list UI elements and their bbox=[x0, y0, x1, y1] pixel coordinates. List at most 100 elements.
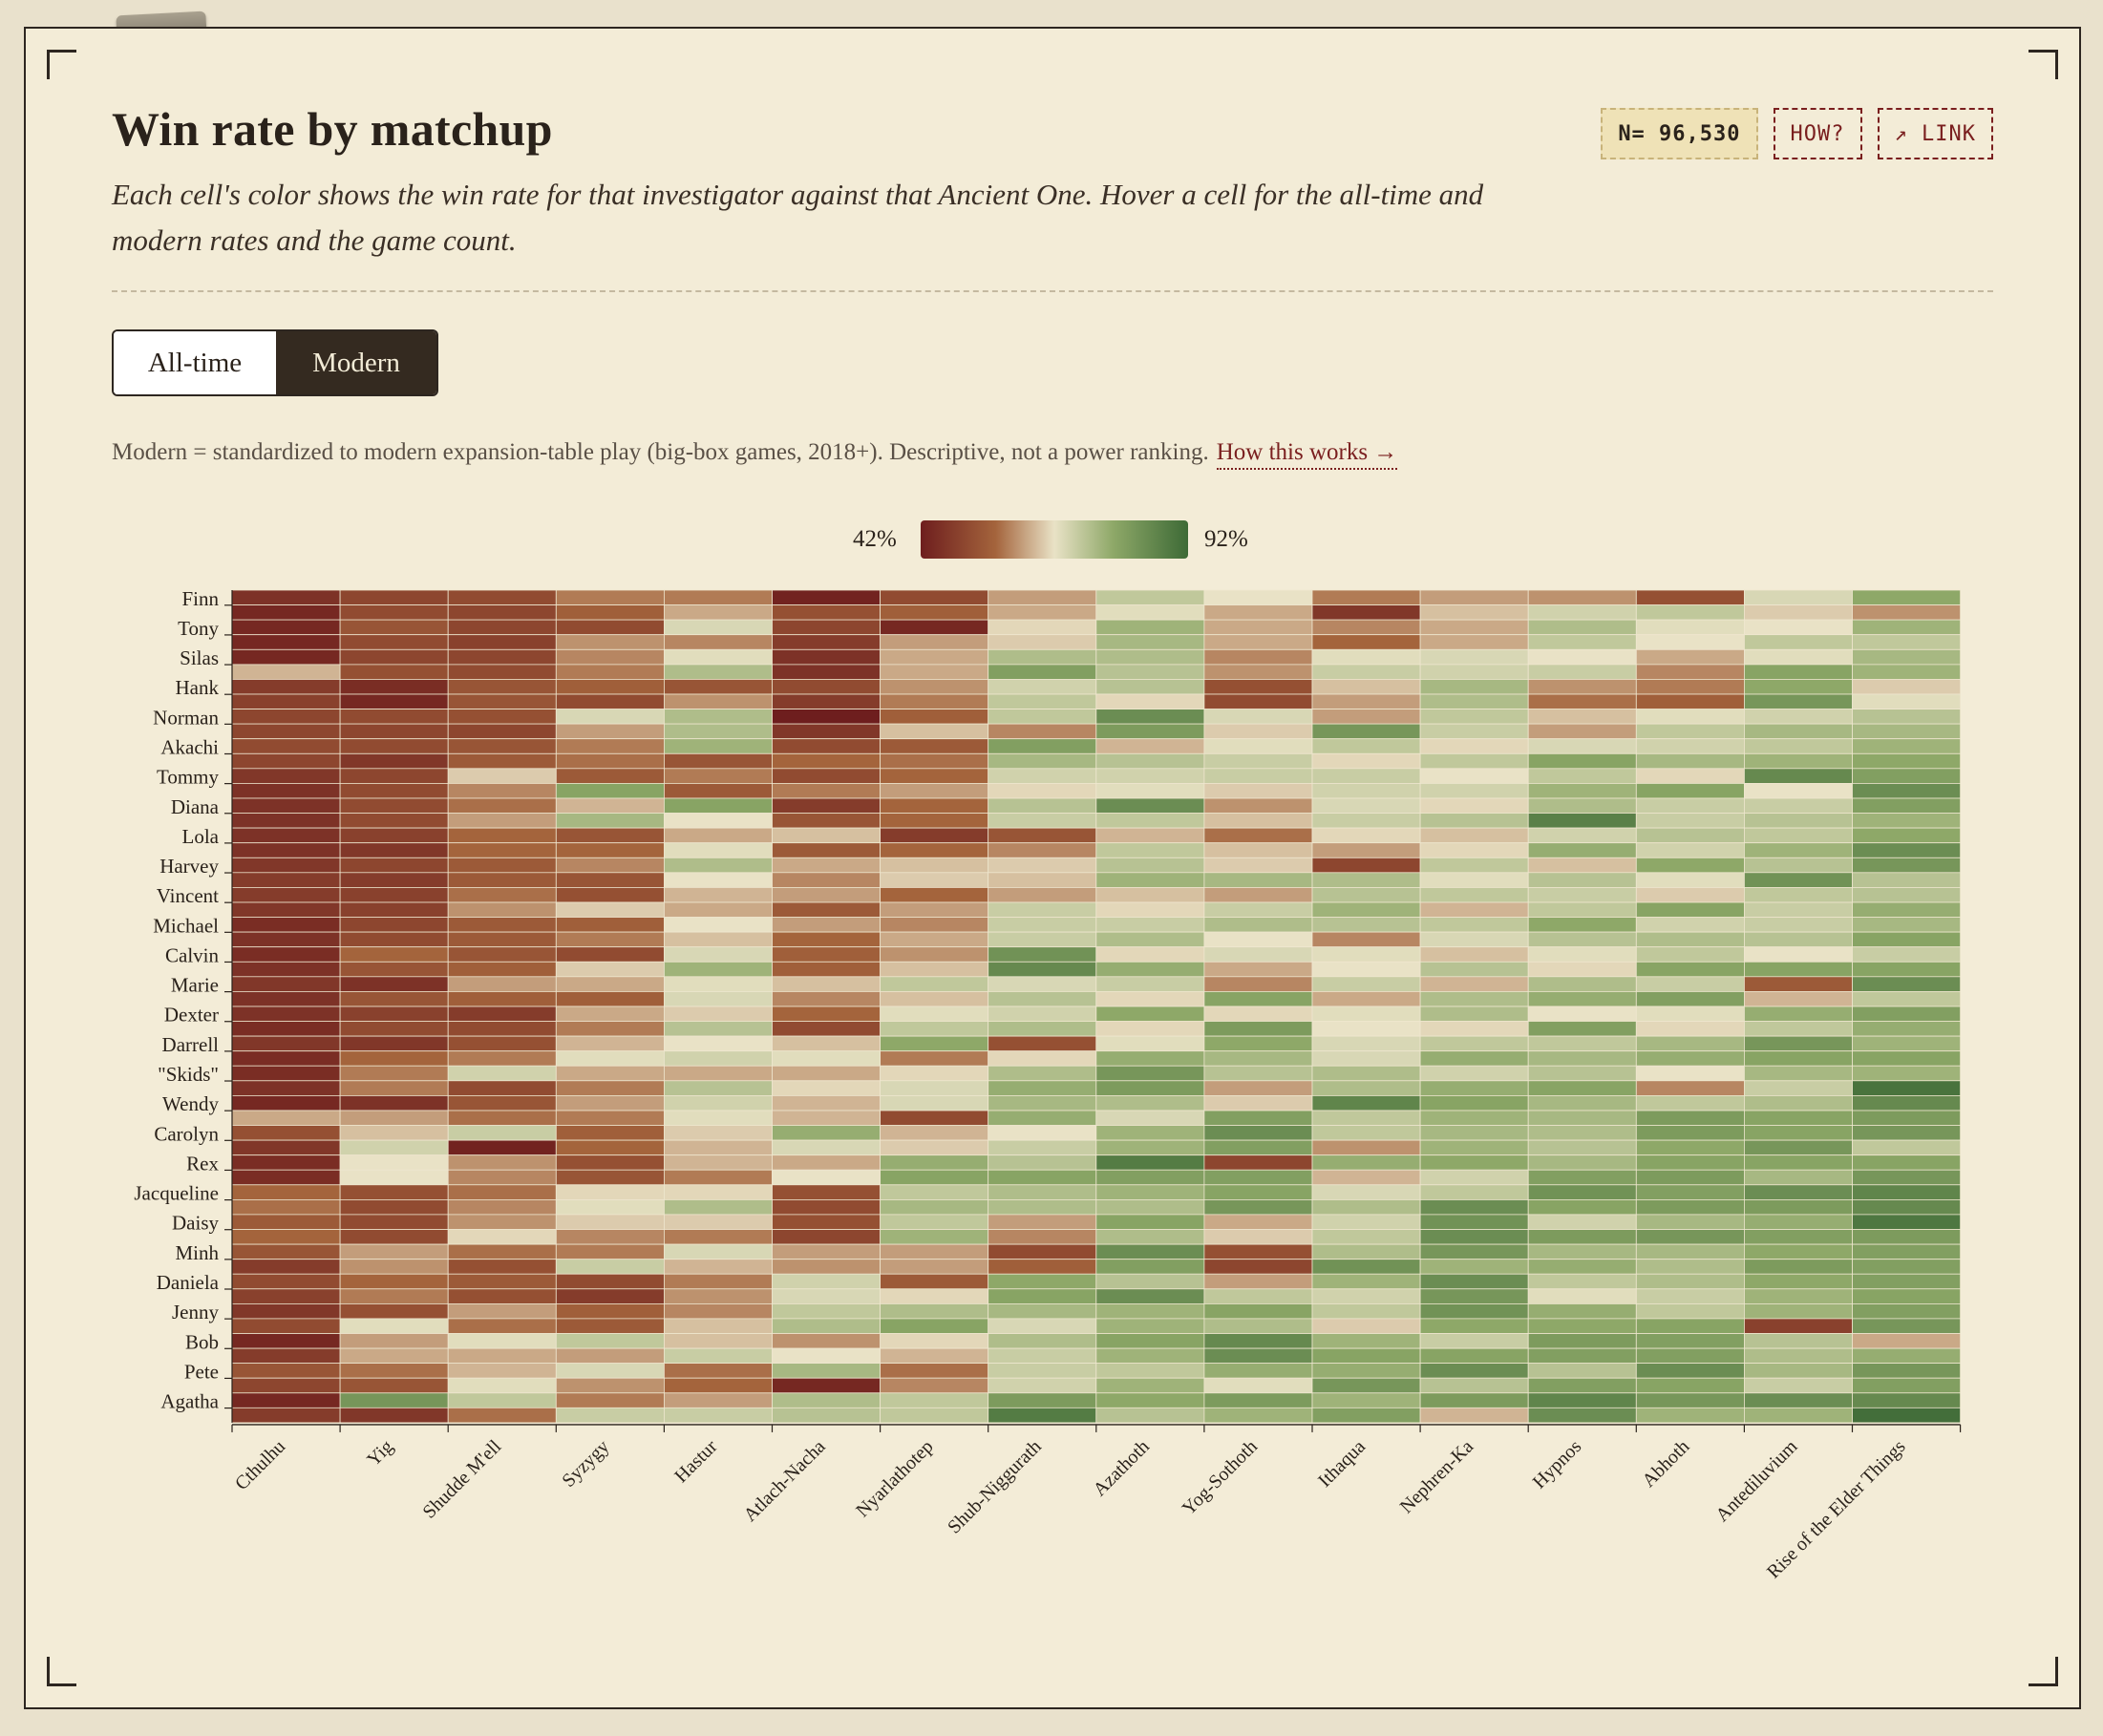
heatmap-cell[interactable]: Silas vs Azathoth: 74% bbox=[1095, 648, 1205, 666]
heatmap-cell[interactable]: Lola vs Nephren-Ka: 66% bbox=[1419, 842, 1529, 858]
heatmap-cell[interactable]: Carolyn vs Shub-Niggurath: 71% bbox=[988, 1139, 1097, 1156]
heatmap-cell[interactable]: Wendy vs Hypnos: 75% bbox=[1527, 1110, 1637, 1127]
heatmap-cell[interactable]: Agatha vs Rise of the Elder Things: 85% bbox=[1852, 1392, 1961, 1408]
heatmap-cell[interactable]: Silas vs Hastur: 74% bbox=[664, 664, 773, 680]
heatmap-cell[interactable]: Lola vs Abhoth: 70% bbox=[1635, 842, 1745, 858]
heatmap-cell[interactable]: Agatha vs Atlach-Nacha: 73% bbox=[772, 1407, 881, 1424]
heatmap-cell[interactable]: Tony vs Antediluvium: 67% bbox=[1744, 619, 1853, 636]
heatmap-cell[interactable]: Jenny vs Rise of the Elder Things: 80% bbox=[1852, 1303, 1961, 1320]
heatmap-cell[interactable]: Rex vs Ithaqua: 63% bbox=[1311, 1169, 1421, 1186]
heatmap-cell[interactable]: Diana vs Nyarlathotep: 56% bbox=[880, 797, 989, 815]
heatmap-cell[interactable]: Michael vs Abhoth: 74% bbox=[1635, 931, 1745, 948]
heatmap-cell[interactable]: Michael vs Shub-Niggurath: 71% bbox=[988, 917, 1097, 933]
heatmap-cell[interactable]: Jenny vs Nephren-Ka: 83% bbox=[1419, 1303, 1529, 1320]
heatmap-cell[interactable]: Jacqueline vs Yig: 51% bbox=[339, 1199, 449, 1216]
heatmap-cell[interactable]: Wendy vs Atlach-Nacha: 63% bbox=[772, 1110, 881, 1127]
heatmap-cell[interactable]: Silas vs Syzygy: 58% bbox=[555, 664, 665, 680]
heatmap-cell[interactable]: Agatha vs Cthulhu: 44% bbox=[231, 1392, 341, 1408]
heatmap-cell[interactable]: Minh vs Hypnos: 77% bbox=[1527, 1259, 1637, 1275]
heatmap-cell[interactable]: Akachi vs Atlach-Nacha: 56% bbox=[772, 752, 881, 770]
heatmap-cell[interactable]: Akachi vs Syzygy: 57% bbox=[555, 752, 665, 770]
heatmap-cell[interactable]: Hank vs Azathoth: 66% bbox=[1095, 693, 1205, 710]
heatmap-cell[interactable]: Finn vs Syzygy: 55% bbox=[555, 604, 665, 621]
heatmap-cell[interactable]: Rex vs Hypnos: 80% bbox=[1527, 1169, 1637, 1186]
heatmap-cell[interactable]: Marie vs Nyarlathotep: 72% bbox=[880, 976, 989, 992]
heatmap-cell[interactable]: Norman vs Cthulhu: 50% bbox=[231, 709, 341, 725]
heatmap-cell[interactable]: Vincent vs Shub-Niggurath: 61% bbox=[988, 887, 1097, 903]
heatmap-cell[interactable]: "Skids" vs Hastur: 73% bbox=[664, 1080, 773, 1096]
heatmap-cell[interactable]: Hank vs Yig: 45% bbox=[339, 679, 449, 695]
heatmap-cell[interactable]: Vincent vs Azathoth: 64% bbox=[1095, 887, 1205, 903]
heatmap-cell[interactable]: Harvey vs Antediluvium: 73% bbox=[1744, 857, 1853, 874]
heatmap-cell[interactable]: Marie vs Hypnos: 74% bbox=[1527, 976, 1637, 992]
heatmap-cell[interactable]: Rex vs Abhoth: 81% bbox=[1635, 1169, 1745, 1186]
heatmap-cell[interactable]: Lola vs Yig: 49% bbox=[339, 827, 449, 844]
heatmap-cell[interactable]: Carolyn vs Azathoth: 76% bbox=[1095, 1125, 1205, 1141]
heatmap-cell[interactable]: Jacqueline vs Syzygy: 66% bbox=[555, 1184, 665, 1200]
heatmap-cell[interactable]: Agatha vs Rise of the Elder Things: 91% bbox=[1852, 1407, 1961, 1424]
heatmap-cell[interactable]: Wendy vs Cthulhu: 62% bbox=[231, 1110, 341, 1127]
heatmap-cell[interactable]: Akachi vs Rise of the Elder Things: 76% bbox=[1852, 738, 1961, 754]
heatmap-cell[interactable]: Calvin vs Rise of the Elder Things: 71% bbox=[1852, 946, 1961, 963]
heatmap-cell[interactable]: Daniela vs Hastur: 60% bbox=[664, 1288, 773, 1304]
heatmap-cell[interactable]: Minh vs Shub-Niggurath: 55% bbox=[988, 1259, 1097, 1275]
heatmap-cell[interactable]: Darrell vs Abhoth: 77% bbox=[1635, 1050, 1745, 1067]
heatmap-cell[interactable]: Vincent vs Azathoth: 66% bbox=[1095, 901, 1205, 919]
heatmap-cell[interactable]: Vincent vs Antediluvium: 72% bbox=[1744, 887, 1853, 903]
heatmap-cell[interactable]: Tony vs Shub-Niggurath: 65% bbox=[988, 634, 1097, 650]
heatmap-cell[interactable]: Norman vs Abhoth: 68% bbox=[1635, 709, 1745, 725]
heatmap-cell[interactable]: Harvey vs Yog-Sothoth: 75% bbox=[1203, 872, 1313, 888]
heatmap-cell[interactable]: Jenny vs Hastur: 64% bbox=[664, 1318, 773, 1334]
heatmap-cell[interactable]: Daniela vs Shub-Niggurath: 78% bbox=[988, 1273, 1097, 1290]
heatmap-cell[interactable]: Jacqueline vs Syzygy: 68% bbox=[555, 1199, 665, 1216]
heatmap-cell[interactable]: Bob vs Antediluvium: 73% bbox=[1744, 1333, 1853, 1349]
heatmap-cell[interactable]: Jacqueline vs Hypnos: 79% bbox=[1527, 1199, 1637, 1216]
heatmap-cell[interactable]: Silas vs Syzygy: 59% bbox=[555, 648, 665, 666]
heatmap-cell[interactable]: Diana vs Antediluvium: 71% bbox=[1744, 797, 1853, 815]
heatmap-cell[interactable]: Carolyn vs Nephren-Ka: 75% bbox=[1419, 1125, 1529, 1141]
heatmap-cell[interactable]: Calvin vs Azathoth: 77% bbox=[1095, 961, 1205, 978]
heatmap-cell[interactable]: Michael vs Cthulhu: 45% bbox=[231, 917, 341, 933]
heatmap-cell[interactable]: Jenny vs Nephren-Ka: 78% bbox=[1419, 1318, 1529, 1334]
heatmap-cell[interactable]: Hank vs Antediluvium: 78% bbox=[1744, 679, 1853, 695]
heatmap-cell[interactable]: Minh vs Hypnos: 75% bbox=[1527, 1243, 1637, 1260]
heatmap-cell[interactable]: Vincent vs Shudde M'ell: 60% bbox=[447, 901, 557, 919]
heatmap-cell[interactable]: Finn vs Yog-Sothoth: 62% bbox=[1203, 604, 1313, 621]
heatmap-cell[interactable]: Jenny vs Azathoth: 76% bbox=[1095, 1303, 1205, 1320]
heatmap-cell[interactable]: Darrell vs Yig: 47% bbox=[339, 1035, 449, 1052]
heatmap-cell[interactable]: Michael vs Azathoth: 74% bbox=[1095, 931, 1205, 948]
heatmap-cell[interactable]: Harvey vs Azathoth: 76% bbox=[1095, 872, 1205, 888]
heatmap-cell[interactable]: Minh vs Yig: 60% bbox=[339, 1259, 449, 1275]
heatmap-cell[interactable]: Jenny vs Antediluvium: 49% bbox=[1744, 1318, 1853, 1334]
heatmap-cell[interactable]: Marie vs Azathoth: 71% bbox=[1095, 976, 1205, 992]
heatmap-cell[interactable]: "Skids" vs Abhoth: 59% bbox=[1635, 1080, 1745, 1096]
heatmap-cell[interactable]: Diana vs Antediluvium: 73% bbox=[1744, 813, 1853, 829]
heatmap-cell[interactable]: Vincent vs Syzygy: 52% bbox=[555, 887, 665, 903]
heatmap-cell[interactable]: Akachi vs Antediluvium: 72% bbox=[1744, 738, 1853, 754]
heatmap-cell[interactable]: Vincent vs Shub-Niggurath: 71% bbox=[988, 901, 1097, 919]
heatmap-cell[interactable]: Jacqueline vs Cthulhu: 57% bbox=[231, 1199, 341, 1216]
heatmap-cell[interactable]: Daisy vs Nephren-Ka: 83% bbox=[1419, 1214, 1529, 1230]
heatmap-cell[interactable]: Hank vs Abhoth: 58% bbox=[1635, 679, 1745, 695]
heatmap-cell[interactable]: Marie vs Yog-Sothoth: 59% bbox=[1203, 976, 1313, 992]
heatmap-cell[interactable]: Dexter vs Azathoth: 78% bbox=[1095, 1006, 1205, 1023]
heatmap-cell[interactable]: "Skids" vs Shudde M'ell: 70% bbox=[447, 1065, 557, 1082]
heatmap-cell[interactable]: Silas vs Rise of the Elder Things: 76% bbox=[1852, 664, 1961, 680]
heatmap-cell[interactable]: Darrell vs Atlach-Nacha: 64% bbox=[772, 1035, 881, 1052]
heatmap-cell[interactable]: Calvin vs Syzygy: 51% bbox=[555, 946, 665, 963]
heatmap-cell[interactable]: Michael vs Antediluvium: 73% bbox=[1744, 931, 1853, 948]
heatmap-cell[interactable]: Calvin vs Shub-Niggurath: 83% bbox=[988, 946, 1097, 963]
heatmap-cell[interactable]: Pete vs Nephren-Ka: 84% bbox=[1419, 1363, 1529, 1379]
heatmap-cell[interactable]: Daniela vs Shudde M'ell: 52% bbox=[447, 1288, 557, 1304]
heatmap-cell[interactable]: Akachi vs Cthulhu: 50% bbox=[231, 752, 341, 770]
heatmap-cell[interactable]: Dexter vs Abhoth: 68% bbox=[1635, 1006, 1745, 1023]
heatmap-cell[interactable]: Wendy vs Syzygy: 61% bbox=[555, 1095, 665, 1111]
heatmap-cell[interactable]: Tommy vs Cthulhu: 47% bbox=[231, 768, 341, 784]
heatmap-cell[interactable]: Akachi vs Nephren-Ka: 66% bbox=[1419, 738, 1529, 754]
heatmap-cell[interactable]: Daisy vs Yig: 51% bbox=[339, 1214, 449, 1230]
heatmap-cell[interactable]: Norman vs Atlach-Nacha: 47% bbox=[772, 723, 881, 740]
heatmap-cell[interactable]: Pete vs Ithaqua: 77% bbox=[1311, 1363, 1421, 1379]
heatmap-cell[interactable]: Lola vs Yog-Sothoth: 64% bbox=[1203, 842, 1313, 858]
heatmap-cell[interactable]: Lola vs Syzygy: 53% bbox=[555, 827, 665, 844]
heatmap-cell[interactable]: Rex vs Hypnos: 75% bbox=[1527, 1154, 1637, 1171]
